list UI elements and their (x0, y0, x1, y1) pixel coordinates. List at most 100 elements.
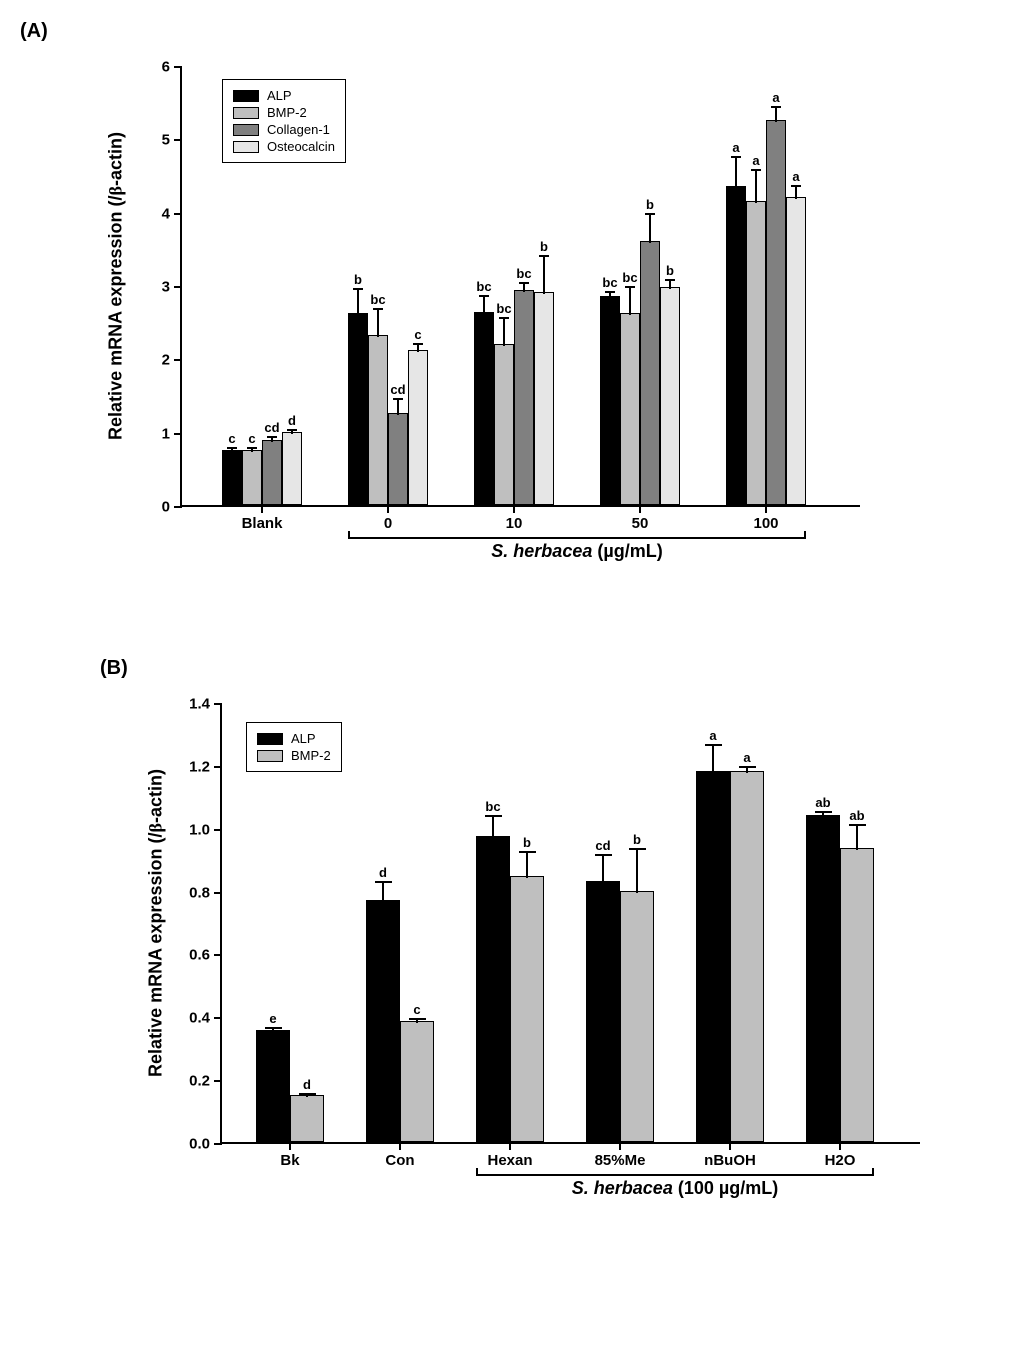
error-bar (636, 849, 638, 893)
legend-label: ALP (291, 731, 316, 746)
x-tick (289, 1142, 291, 1150)
bar (282, 432, 302, 505)
y-tick-label: 0 (162, 499, 182, 516)
chart-b-plot: 0.00.20.40.60.81.01.21.4Relative mRNA ex… (220, 704, 920, 1144)
legend-label: BMP-2 (267, 105, 307, 120)
y-tick-label: 0.2 (189, 1073, 222, 1090)
y-axis-label: Relative mRNA expression (/β-actin) (106, 132, 127, 440)
significance-label: bc (370, 292, 385, 307)
error-bar (543, 256, 545, 294)
bar (514, 290, 534, 505)
legend-item: BMP-2 (233, 105, 335, 120)
significance-label: d (379, 865, 387, 880)
error-cap (705, 744, 722, 746)
error-bar (397, 399, 399, 415)
error-bar (669, 280, 671, 289)
bar (806, 815, 840, 1142)
chart-a: 0123456Relative mRNA expression (/β-acti… (140, 47, 1000, 607)
bar (766, 120, 786, 505)
error-cap (519, 851, 536, 853)
y-tick-label: 1.0 (189, 821, 222, 838)
significance-label: c (248, 431, 255, 446)
x-axis-label: S. herbacea (100 µg/mL) (572, 1142, 778, 1199)
bar (620, 313, 640, 505)
significance-label: cd (390, 382, 405, 397)
error-bar (503, 318, 505, 346)
legend-swatch (233, 90, 259, 102)
legend-label: Osteocalcin (267, 139, 335, 154)
error-cap (393, 398, 403, 400)
significance-label: cd (595, 838, 610, 853)
significance-label: a (709, 728, 716, 743)
significance-label: b (666, 263, 674, 278)
bar (242, 450, 262, 505)
error-cap (629, 848, 646, 850)
legend-item: ALP (257, 731, 331, 746)
significance-label: ab (849, 808, 864, 823)
panel-b-label: (B) (100, 657, 1004, 680)
significance-label: bc (602, 275, 617, 290)
error-cap (645, 213, 655, 215)
significance-label: a (732, 140, 739, 155)
x-tick (387, 505, 389, 513)
bar (494, 344, 514, 505)
error-bar (795, 186, 797, 199)
bar (388, 413, 408, 505)
bar (476, 836, 510, 1142)
error-cap (265, 1027, 282, 1029)
legend-swatch (257, 733, 283, 745)
significance-label: a (752, 153, 759, 168)
x-tick (513, 505, 515, 513)
error-bar (629, 287, 631, 315)
significance-label: bc (496, 301, 511, 316)
error-bar (377, 309, 379, 337)
error-bar (735, 157, 737, 188)
legend-label: BMP-2 (291, 748, 331, 763)
bar (786, 197, 806, 505)
error-bar (775, 107, 777, 122)
bar (746, 201, 766, 505)
significance-label: c (414, 327, 421, 342)
error-cap (625, 286, 635, 288)
significance-label: b (523, 835, 531, 850)
legend-swatch (233, 141, 259, 153)
error-cap (373, 308, 383, 310)
significance-label: bc (516, 266, 531, 281)
panel-a-label: (A) (20, 20, 1004, 43)
significance-label: bc (476, 279, 491, 294)
error-cap (739, 766, 756, 768)
error-cap (595, 854, 612, 856)
y-axis-label: Relative mRNA expression (/β-actin) (146, 769, 167, 1077)
bar (726, 186, 746, 505)
x-axis-label: S. herbacea (µg/mL) (491, 505, 662, 562)
bar (408, 350, 428, 505)
bar (474, 312, 494, 505)
bar (640, 241, 660, 505)
significance-label: bc (622, 270, 637, 285)
bar (366, 900, 400, 1142)
bar (660, 287, 680, 505)
legend-item: Collagen-1 (233, 122, 335, 137)
significance-label: c (228, 431, 235, 446)
error-cap (499, 317, 509, 319)
significance-label: b (540, 239, 548, 254)
y-tick-label: 1 (162, 425, 182, 442)
bar (600, 296, 620, 505)
y-tick-label: 0.0 (189, 1136, 222, 1153)
bar (510, 876, 544, 1142)
y-tick-label: 0.8 (189, 884, 222, 901)
error-bar (492, 816, 494, 838)
y-tick-label: 6 (162, 59, 182, 76)
error-bar (649, 214, 651, 243)
significance-label: a (772, 90, 779, 105)
significance-label: ab (815, 795, 830, 810)
error-cap (227, 447, 237, 449)
bar (400, 1021, 434, 1142)
bar (730, 771, 764, 1142)
significance-label: a (792, 169, 799, 184)
bar (620, 891, 654, 1142)
legend-swatch (257, 750, 283, 762)
y-tick-label: 3 (162, 279, 182, 296)
x-tick (399, 1142, 401, 1150)
bar (222, 450, 242, 505)
